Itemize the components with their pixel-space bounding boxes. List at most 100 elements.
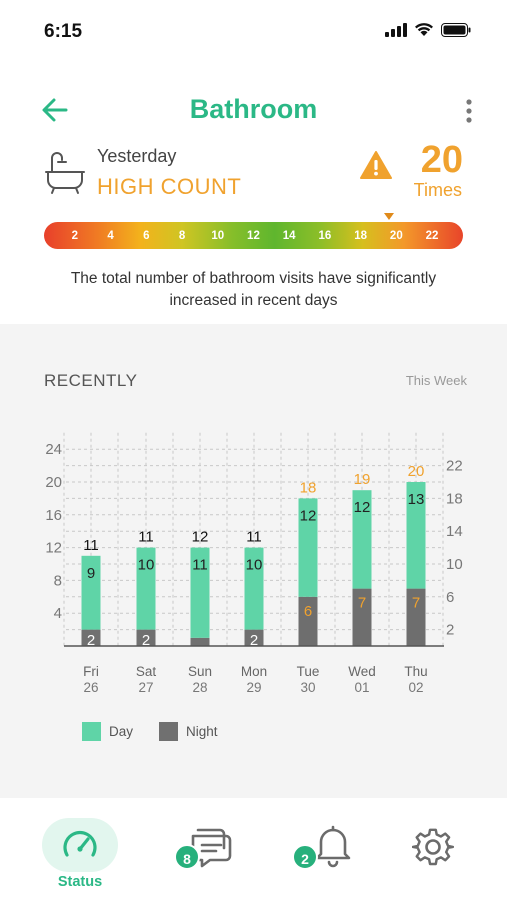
right-axis-tick: 2 [446, 622, 454, 639]
bar-day [244, 547, 264, 630]
nav-status-tab[interactable]: Status [42, 816, 118, 892]
legend-label-day: Day [109, 724, 134, 739]
gear-icon [412, 828, 454, 866]
level-label: HIGH COUNT [97, 174, 242, 199]
scale-tick: 14 [282, 229, 296, 242]
right-axis-tick: 10 [446, 556, 463, 573]
bar-day [136, 547, 156, 630]
scale-tick: 20 [389, 229, 403, 242]
left-axis-tick: 12 [45, 540, 62, 557]
warning-icon [360, 151, 392, 179]
bar-day-label: 10 [246, 557, 263, 574]
bar-day-label: 10 [138, 557, 155, 574]
battery-icon [441, 22, 471, 37]
right-axis-tick: 14 [446, 523, 463, 540]
left-axis-tick: 16 [45, 507, 62, 524]
page-title: Bathroom [189, 94, 318, 124]
bar-total-label: 19 [354, 471, 371, 488]
left-axis-tick: 8 [54, 572, 62, 589]
nav-status-label: Status [57, 874, 103, 890]
status-time: 6:15 [44, 21, 83, 42]
legend-swatch-day [82, 722, 101, 741]
status-bar: 6:15 [0, 0, 507, 60]
more-options-button[interactable] [463, 98, 475, 126]
bar-night [190, 637, 210, 646]
bar-night-label: 7 [412, 595, 420, 612]
bar-total-label: 18 [300, 479, 317, 496]
nav-status-highlight [42, 818, 118, 872]
count-scale-bar: 2 4 6 8 10 12 14 16 18 20 22 [44, 222, 463, 249]
bar-night [298, 596, 318, 646]
nav-alerts-tab[interactable]: 2 [290, 816, 366, 892]
bar-night [406, 588, 426, 646]
x-axis-day-label: Sat [136, 664, 157, 679]
bar-day [406, 482, 426, 589]
right-axis-tick: 6 [446, 589, 454, 606]
x-axis-day-label: Wed [348, 664, 376, 679]
wifi-icon [415, 23, 433, 36]
back-arrow-icon [42, 98, 68, 122]
bar-total-label: 20 [408, 463, 425, 480]
legend-item-night: Night [159, 722, 218, 741]
visits-bar-chart: 481216202426101418229211Fri2610211Sat271… [45, 432, 463, 695]
nav-settings-tab[interactable] [396, 816, 472, 892]
bell-icon [315, 825, 351, 868]
speedometer-icon [63, 830, 97, 857]
scale-tick: 22 [425, 229, 439, 242]
nav-messages-tab[interactable]: 8 [174, 816, 252, 892]
legend-item-day: Day [82, 722, 133, 741]
x-axis-day-label: Thu [404, 664, 427, 679]
alerts-badge: 2 [292, 844, 318, 870]
left-axis-tick: 24 [45, 441, 62, 458]
more-vertical-icon [466, 99, 472, 123]
left-axis-tick: 20 [45, 474, 62, 491]
description-text: The total number of bathroom visits have… [70, 270, 437, 309]
back-button[interactable] [40, 96, 72, 124]
bar-total-label: 11 [246, 529, 262, 546]
bar-night-label: 7 [358, 595, 366, 612]
scale-tick: 2 [71, 229, 79, 242]
header: Bathroom [0, 88, 507, 134]
bar-night [81, 629, 101, 646]
bar-total-label: 11 [83, 537, 99, 554]
bar-day [352, 490, 372, 589]
chart-legend: Day Night [82, 722, 218, 741]
messages-badge: 8 [174, 844, 200, 870]
x-axis-date-label: 26 [83, 680, 98, 695]
count-value: 20 [420, 139, 463, 181]
summary: Yesterday HIGH COUNT 20 Times [0, 139, 507, 212]
recently-panel: RECENTLY This Week 4 8 12 16 20 24 2 6 10 14 18 22 9… [0, 324, 507, 798]
bar-day [298, 498, 318, 597]
bar-night-label: 2 [250, 632, 258, 649]
scale-tick: 10 [211, 229, 225, 242]
x-axis-date-label: 30 [300, 680, 315, 695]
scale-tick: 4 [107, 229, 114, 242]
x-axis-day-label: Sun [188, 664, 212, 679]
signal-icon [385, 22, 407, 37]
x-axis-date-label: 27 [138, 680, 153, 695]
legend-swatch-night [159, 722, 179, 741]
bar-day-label: 12 [300, 507, 317, 524]
x-axis-day-label: Tue [297, 664, 320, 679]
bar-night [244, 629, 264, 646]
scale-tick: 18 [354, 229, 367, 242]
x-axis-date-label: 29 [246, 680, 261, 695]
legend-label-night: Night [186, 724, 218, 739]
day-label: Yesterday [97, 146, 177, 166]
right-axis-tick: 22 [446, 458, 463, 475]
count-unit: Times [413, 180, 462, 200]
bar-day-label: 11 [192, 557, 208, 574]
period-selector[interactable]: This Week [405, 373, 467, 388]
x-axis-date-label: 02 [408, 680, 423, 695]
bar-total-label: 11 [138, 529, 154, 546]
x-axis-day-label: Mon [241, 664, 267, 679]
scale-tick: 16 [318, 229, 332, 242]
bar-day-label: 9 [87, 565, 95, 582]
bar-night-label: 2 [142, 632, 150, 649]
bottom-navigation: Status 8 2 [0, 798, 507, 900]
x-axis-day-label: Fri [83, 664, 99, 679]
bar-day [81, 555, 101, 630]
status-icons [385, 22, 471, 37]
bar-night-label: 2 [87, 632, 95, 649]
left-axis-tick: 4 [54, 605, 62, 622]
